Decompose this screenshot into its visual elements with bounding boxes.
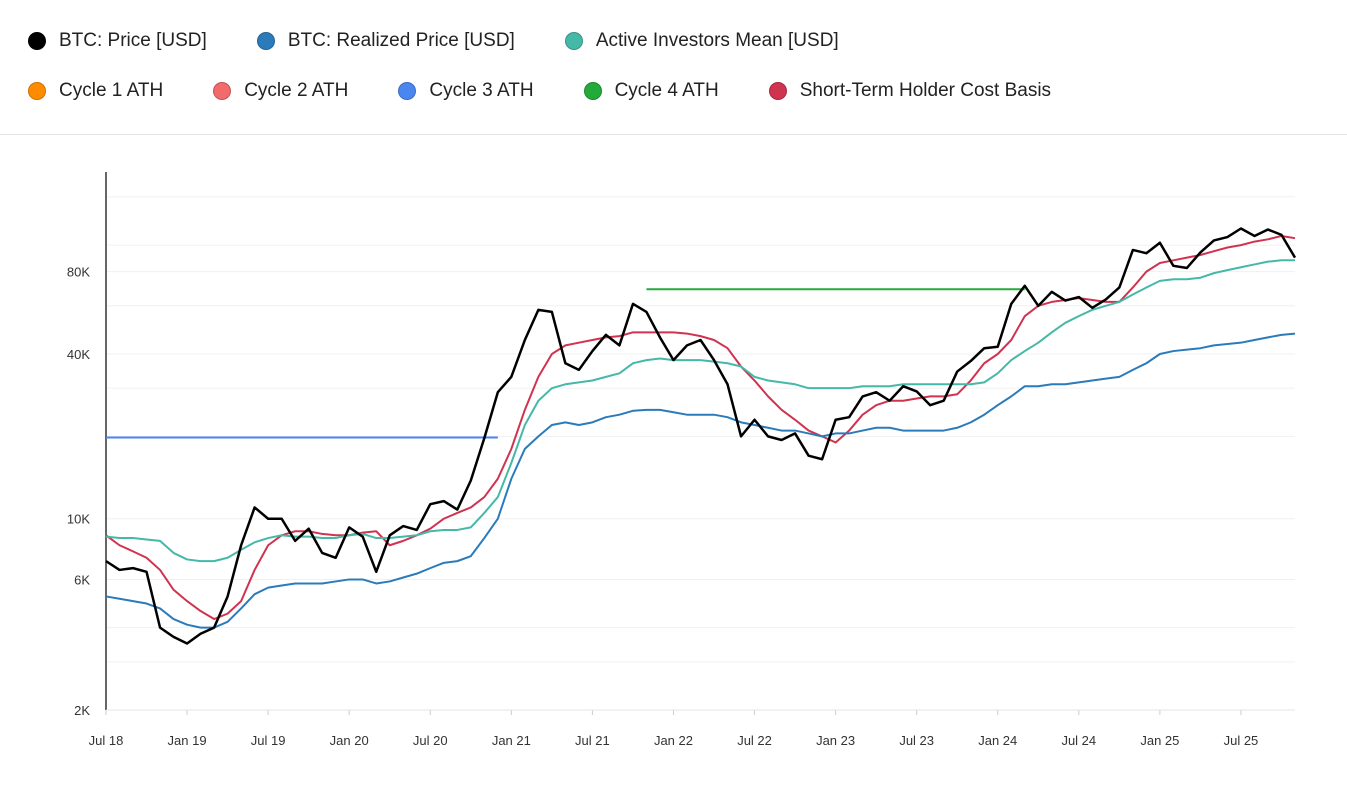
series-line-active-investors-mean-usd [105,259,1295,563]
legend-item[interactable]: Short-Term Holder Cost Basis [768,80,1052,102]
legend-label: Cycle 2 ATH [244,80,349,101]
x-tick-label: Jul 19 [251,733,286,748]
legend: BTC: Price [USD] BTC: Realized Price [USD… [28,30,1328,130]
legend-label: Short-Term Holder Cost Basis [799,80,1052,101]
y-tick-label: 40K [67,347,90,362]
legend-dot-icon [583,82,602,100]
x-tick-label: Jan 22 [654,733,693,748]
y-tick-label: 2K [74,703,90,718]
series-line-btc-realized-price-usd [105,332,1296,629]
x-tick-label: Jan 24 [978,733,1017,748]
y-tick-label: 6K [74,572,90,587]
legend-item[interactable]: Cycle 3 ATH [398,80,534,102]
series-line-short-term-holder-cost-basis [105,234,1296,621]
legend-dot-icon [564,32,583,50]
divider [0,134,1347,135]
x-tick-label: Jul 23 [899,733,934,748]
legend-dot-icon [28,32,46,50]
series-line-btc-price-usd [105,227,1297,645]
x-tick-label: Jul 20 [413,733,448,748]
legend-item[interactable]: Active Investors Mean [USD] [564,30,839,52]
x-tick-label: Jan 21 [492,733,531,748]
x-tick-label: Jul 21 [575,733,610,748]
legend-dot-icon [28,82,46,100]
x-tick-label: Jan 20 [330,733,369,748]
legend-label: BTC: Realized Price [USD] [287,30,515,51]
legend-item[interactable]: Cycle 2 ATH [213,80,348,102]
x-tick-label: Jul 18 [89,733,124,748]
x-tick-label: Jan 19 [168,733,207,748]
y-tick-label: 80K [67,265,90,280]
x-tick-label: Jul 24 [1061,733,1096,748]
legend-row: Cycle 1 ATH Cycle 2 ATH Cycle 3 ATH Cycle 4… [28,80,1328,130]
legend-label: Cycle 4 ATH [614,80,719,101]
legend-item[interactable]: BTC: Price [USD] [28,30,207,52]
legend-dot-icon [768,82,787,100]
legend-item[interactable]: Cycle 1 ATH [28,80,163,102]
legend-label: Active Investors Mean [USD] [595,30,839,51]
legend-item[interactable]: BTC: Realized Price [USD] [256,30,515,52]
legend-item[interactable]: Cycle 4 ATH [583,80,719,102]
legend-label: Cycle 3 ATH [429,80,534,101]
x-tick-label: Jul 22 [737,733,772,748]
x-tick-label: Jan 25 [1140,733,1179,748]
legend-dot-icon [398,82,417,100]
x-tick-label: Jul 25 [1224,733,1259,748]
legend-row: BTC: Price [USD] BTC: Realized Price [USD… [28,30,1328,80]
legend-label: Cycle 1 ATH [59,80,164,101]
legend-dot-icon [213,82,232,100]
legend-label: BTC: Price [USD] [59,30,207,51]
legend-dot-icon [256,32,275,50]
x-tick-label: Jan 23 [816,733,855,748]
y-tick-label: 10K [67,512,90,527]
